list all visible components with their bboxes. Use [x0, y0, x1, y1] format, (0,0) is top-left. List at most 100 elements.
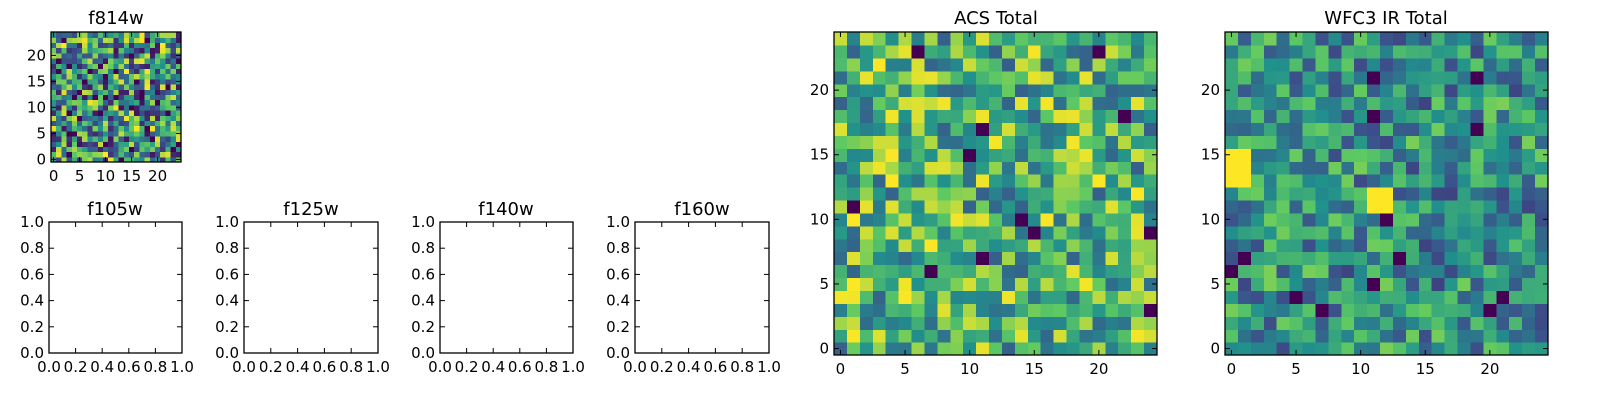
heatmap-cell [1131, 83, 1145, 98]
heatmap-cell [61, 115, 68, 121]
heatmap-cell [1315, 135, 1329, 149]
heatmap-cell [1444, 161, 1459, 175]
heatmap-cell [1040, 212, 1055, 227]
heatmap-cell [134, 125, 140, 132]
heatmap-cell [160, 78, 166, 85]
heatmap-cell [82, 115, 88, 121]
x-tick-label: 0.4 [90, 358, 114, 376]
heatmap-cell [846, 187, 861, 201]
heatmap-cell [1092, 96, 1106, 111]
heatmap-cell [1225, 83, 1239, 98]
heatmap-cell [924, 212, 938, 227]
axes-frame [50, 31, 182, 163]
heatmap-cell [82, 52, 88, 59]
heatmap-cell [963, 122, 977, 136]
heatmap-cell [1302, 57, 1317, 72]
heatmap-cell [1483, 342, 1497, 356]
heatmap-cell [1431, 212, 1446, 227]
heatmap-cell [1496, 264, 1510, 279]
y-tick-label: 20 [1201, 81, 1220, 99]
heatmap-cell [1431, 277, 1446, 291]
heatmap-cell [1341, 109, 1355, 124]
heatmap-cell [103, 42, 109, 49]
heatmap-cell [1250, 122, 1265, 136]
heatmap-cell [1289, 264, 1304, 279]
heatmap-cell [911, 251, 926, 266]
heatmap-cell [1444, 277, 1459, 291]
y-axis-ticks: 0.00.20.40.60.81.0 [606, 213, 769, 362]
heatmap-cell [113, 37, 120, 43]
heatmap-cell [66, 68, 73, 75]
heatmap-cell [56, 84, 62, 90]
heatmap-cell [976, 122, 990, 136]
heatmap-cell [1380, 303, 1394, 317]
heatmap-cell [1367, 199, 1381, 214]
heatmap-cell [1250, 174, 1265, 188]
heatmap-cell [924, 44, 938, 59]
heatmap-cell [1237, 277, 1252, 291]
heatmap-cell [149, 136, 156, 142]
heatmap-cell [61, 89, 68, 95]
heatmap-cell [976, 264, 990, 279]
heatmap-cell [872, 290, 887, 304]
heatmap-cell [1250, 342, 1265, 356]
heatmap-cell [872, 44, 887, 59]
heatmap-cell [1328, 212, 1342, 227]
heatmap-cell [1431, 57, 1446, 72]
heatmap-cell [1522, 57, 1536, 72]
heatmap-cell [1066, 238, 1081, 253]
heatmap-cell [1118, 277, 1132, 291]
heatmap-cell [1354, 122, 1368, 136]
heatmap-cell [165, 68, 172, 75]
heatmap-cell [1354, 303, 1368, 317]
heatmap-cell [1040, 83, 1055, 98]
heatmap-cell [134, 37, 140, 43]
heatmap-cell [846, 199, 861, 214]
heatmap-cell [160, 47, 166, 54]
heatmap-cell [108, 47, 114, 54]
heatmap-cell [1341, 57, 1355, 72]
heatmap-cell [989, 329, 1003, 343]
x-tick-label: 0.0 [37, 358, 61, 376]
heatmap-cell [118, 63, 125, 69]
heatmap-cell [1392, 199, 1407, 214]
heatmap-cell [1444, 122, 1459, 136]
heatmap-cell [97, 42, 104, 49]
heatmap-cell [71, 63, 78, 69]
heatmap-cell [1079, 316, 1093, 330]
heatmap-cell [885, 70, 900, 85]
heatmap-cell [989, 32, 1003, 46]
heatmap-cell [87, 120, 94, 127]
heatmap-cell [1315, 70, 1329, 85]
heatmap-cell [1289, 96, 1304, 111]
heatmap-cell [885, 199, 900, 214]
panel-title: f160w [674, 199, 729, 220]
heatmap-cell [1302, 316, 1317, 330]
heatmap-cell [1302, 44, 1317, 59]
heatmap-cell [165, 32, 172, 38]
heatmap-cell [139, 120, 146, 127]
heatmap-cell [950, 187, 964, 201]
heatmap-cell [1328, 238, 1342, 253]
heatmap-cell [155, 89, 161, 95]
heatmap-cell [924, 32, 938, 46]
x-tick-label: 1.0 [561, 358, 585, 376]
heatmap-cell [51, 136, 57, 142]
heatmap-cell [144, 63, 151, 69]
heatmap-cell [165, 104, 172, 111]
heatmap-cell [170, 125, 177, 132]
heatmap-cell [1131, 277, 1145, 291]
heatmap-cell [1250, 225, 1265, 240]
heatmap-cell [1027, 32, 1042, 46]
heatmap-cell [1392, 264, 1407, 279]
heatmap-cell [1392, 161, 1407, 175]
heatmap-cell [1483, 44, 1497, 59]
heatmap-cell [1276, 264, 1291, 279]
heatmap-cell [976, 303, 990, 317]
heatmap-cell [103, 125, 109, 132]
y-tick-label: 0.4 [215, 292, 239, 310]
heatmap-cell [1105, 290, 1119, 304]
heatmap-cell [1457, 109, 1472, 124]
heatmap-cell [1418, 32, 1433, 46]
heatmap-cell [1250, 83, 1265, 98]
